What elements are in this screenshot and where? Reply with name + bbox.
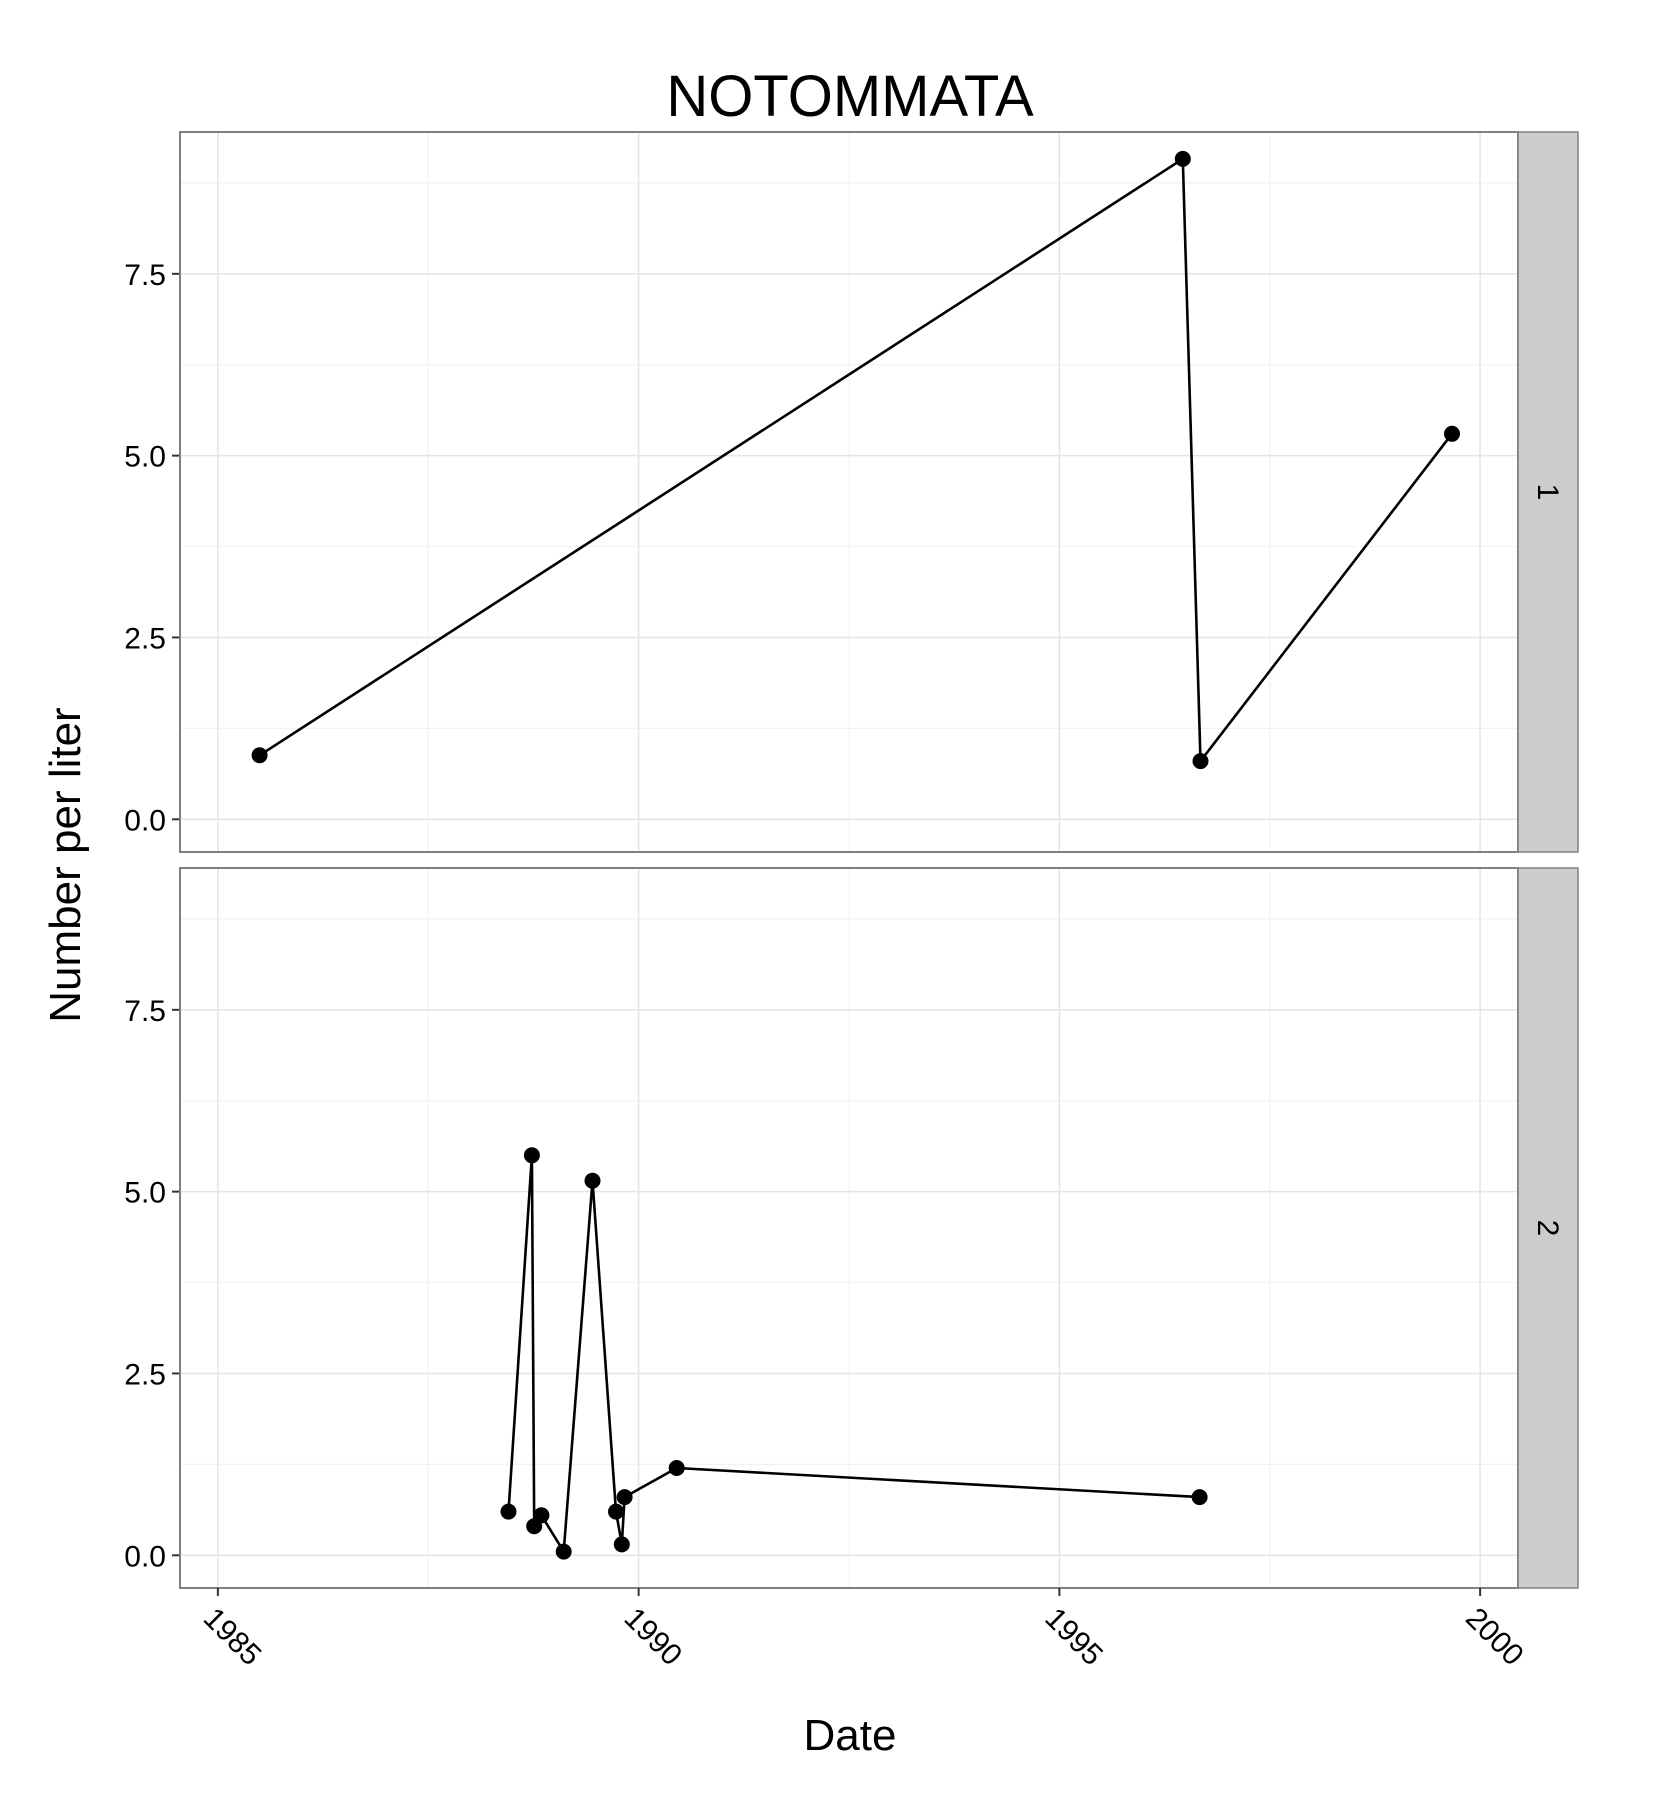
facet-strip — [1517, 867, 1579, 1589]
y-tick-label: 2.5 — [124, 622, 166, 655]
facet-strip — [1517, 131, 1579, 853]
x-axis: 1985 1990 1995 2000 — [197, 1588, 1530, 1672]
data-point — [616, 1489, 633, 1506]
data-point — [555, 1543, 572, 1560]
y-axis-title: Number per liter — [41, 707, 90, 1022]
x-tick-label: 1990 — [618, 1602, 689, 1673]
y-tick-label: 5.0 — [124, 441, 166, 474]
facet-panels: 0.0 2.5 5.0 7.5 1 0.0 2.5 5.0 7.5 2 — [124, 131, 1579, 1589]
y-tick-label: 0.0 — [124, 804, 166, 837]
y-tick-label: 0.0 — [124, 1540, 166, 1573]
data-point — [533, 1507, 550, 1524]
x-tick-label: 1995 — [1038, 1602, 1109, 1673]
data-point — [1444, 425, 1460, 442]
chart-title: NOTOMMATA — [666, 64, 1034, 129]
y-tick-label: 2.5 — [124, 1358, 166, 1391]
data-point — [668, 1460, 685, 1476]
data-point — [523, 1147, 540, 1164]
facet-strip-label: 2 — [1531, 1220, 1564, 1237]
x-tick-label: 2000 — [1459, 1602, 1530, 1673]
y-tick-label: 5.0 — [124, 1177, 166, 1210]
x-axis-title: Date — [804, 1711, 897, 1760]
data-point — [608, 1503, 624, 1520]
facet-panel-2: 0.0 2.5 5.0 7.5 2 — [124, 867, 1579, 1589]
data-point — [1192, 753, 1209, 770]
facet-panel-1: 0.0 2.5 5.0 7.5 1 — [124, 131, 1579, 853]
x-tick-label: 1985 — [197, 1602, 268, 1673]
y-tick-label: 7.5 — [124, 995, 166, 1028]
data-point — [584, 1172, 601, 1189]
series-line-facet-1 — [258, 157, 1454, 763]
data-point — [1174, 150, 1191, 167]
data-point — [500, 1503, 517, 1520]
y-tick-label: 7.5 — [124, 259, 166, 292]
facet-strip-label: 1 — [1531, 484, 1564, 501]
data-point — [613, 1536, 630, 1553]
data-point — [251, 747, 268, 764]
data-point — [1191, 1489, 1208, 1506]
